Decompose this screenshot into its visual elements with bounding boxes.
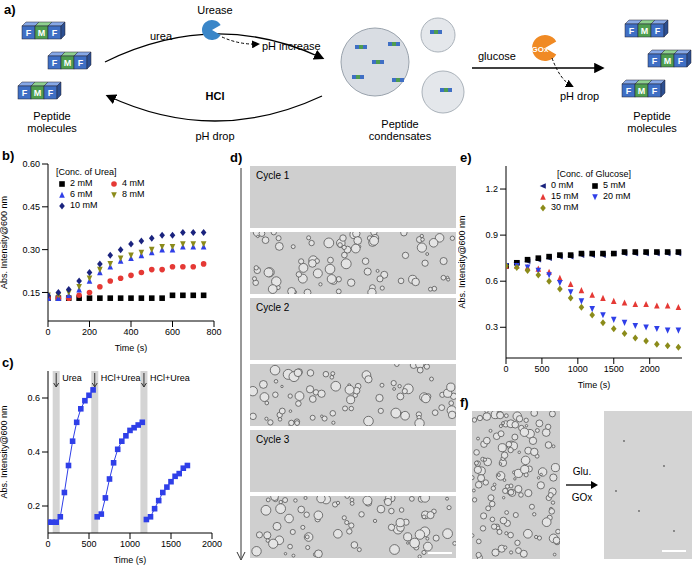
html-text:0 mM: 0 mM: [551, 180, 574, 190]
svg-text:200: 200: [82, 327, 97, 337]
svg-text:Cycle 2: Cycle 2: [256, 302, 290, 313]
svg-text:pH drop: pH drop: [560, 90, 599, 102]
html-text:15 mM: 15 mM: [551, 191, 579, 201]
svg-text:M: M: [664, 56, 672, 66]
svg-text:HCl+Urea: HCl+Urea: [150, 373, 190, 383]
svg-text:0.45: 0.45: [22, 202, 40, 212]
svg-text:HCl: HCl: [206, 90, 225, 102]
svg-text:Time (s): Time (s): [578, 380, 611, 390]
svg-text:M: M: [34, 88, 42, 98]
svg-text:M: M: [641, 26, 649, 36]
svg-text:F: F: [26, 28, 32, 38]
svg-text:F: F: [652, 86, 658, 96]
svg-text:F: F: [626, 86, 632, 96]
svg-text:0.4: 0.4: [27, 447, 40, 457]
svg-text:F: F: [22, 88, 28, 98]
svg-text:F: F: [655, 26, 661, 36]
svg-text:0.6: 0.6: [485, 276, 498, 286]
svg-text:Cycle 1: Cycle 1: [256, 170, 290, 181]
svg-text:F: F: [52, 28, 58, 38]
svg-text:Time (s): Time (s): [115, 343, 148, 353]
svg-text:2000: 2000: [640, 364, 660, 374]
svg-text:Cycle 3: Cycle 3: [256, 434, 290, 445]
svg-text:Peptidecondensates: Peptidecondensates: [369, 118, 432, 142]
svg-text:400: 400: [123, 327, 138, 337]
svg-text:0: 0: [503, 364, 508, 374]
svg-text:a): a): [4, 2, 16, 17]
svg-text:1000: 1000: [568, 364, 588, 374]
html-text:f): f): [460, 395, 469, 410]
svg-text:urea: urea: [150, 30, 173, 42]
html-text:c): c): [2, 355, 14, 370]
svg-text:Urease: Urease: [197, 4, 232, 16]
svg-text:M: M: [638, 86, 646, 96]
svg-text:F: F: [652, 56, 658, 66]
svg-text:1000: 1000: [120, 539, 140, 549]
svg-text:Abs. Intensity@600 nm: Abs. Intensity@600 nm: [0, 196, 9, 289]
svg-text:pH increase: pH increase: [262, 40, 321, 52]
svg-text:Glu.: Glu.: [573, 466, 591, 477]
svg-text:F: F: [678, 56, 684, 66]
svg-text:0.9: 0.9: [485, 230, 498, 240]
svg-text:0.30: 0.30: [22, 245, 40, 255]
svg-text:0.6: 0.6: [27, 393, 40, 403]
svg-text:M: M: [38, 28, 46, 38]
svg-text:800: 800: [206, 327, 221, 337]
svg-text:600: 600: [165, 327, 180, 337]
svg-text:1500: 1500: [161, 539, 181, 549]
html-text:2 mM: 2 mM: [70, 178, 93, 188]
html-text:5 mM: 5 mM: [603, 180, 626, 190]
html-text:20 mM: 20 mM: [603, 191, 631, 201]
svg-text:Abs. Intensity@600 nm: Abs. Intensity@600 nm: [458, 215, 467, 308]
svg-text:Time (s): Time (s): [114, 555, 147, 565]
svg-text:F: F: [629, 26, 635, 36]
svg-text:1500: 1500: [604, 364, 624, 374]
svg-text:Abs. Intensity@600 nm: Abs. Intensity@600 nm: [0, 405, 9, 498]
html-text:e): e): [460, 150, 472, 165]
svg-text:0.15: 0.15: [22, 288, 40, 298]
svg-text:M: M: [64, 58, 72, 68]
svg-text:1.2: 1.2: [485, 184, 498, 194]
html-text:6 mM: 6 mM: [70, 189, 93, 199]
svg-text:GOx: GOx: [532, 45, 549, 54]
svg-text:0.3: 0.3: [485, 322, 498, 332]
svg-text:500: 500: [81, 539, 96, 549]
html-text:b): b): [2, 148, 15, 163]
svg-text:F: F: [78, 58, 84, 68]
svg-text:0: 0: [45, 327, 50, 337]
svg-text:pH drop: pH drop: [195, 130, 234, 142]
html-text:4 mM: 4 mM: [122, 178, 145, 188]
html-text:d): d): [230, 150, 243, 165]
html-text:[Conc. of Urea]: [Conc. of Urea]: [56, 167, 117, 177]
html-text:30 mM: 30 mM: [551, 202, 579, 212]
html-text:10 mM: 10 mM: [70, 200, 98, 210]
svg-text:F: F: [52, 58, 58, 68]
svg-text:GOx: GOx: [572, 492, 593, 503]
svg-text:0.2: 0.2: [27, 501, 40, 511]
html-text:8 mM: 8 mM: [122, 189, 145, 199]
svg-text:2000: 2000: [202, 539, 222, 549]
svg-text:Urea: Urea: [62, 373, 82, 383]
svg-text:0.60: 0.60: [22, 159, 40, 169]
svg-text:glucose: glucose: [478, 50, 516, 62]
svg-text:Peptidemolecules: Peptidemolecules: [27, 110, 77, 134]
html-text:[Conc. of Glucose]: [Conc. of Glucose]: [557, 169, 631, 179]
svg-text:0: 0: [45, 539, 50, 549]
svg-text:Peptidemolecules: Peptidemolecules: [627, 110, 677, 134]
svg-text:F: F: [48, 88, 54, 98]
svg-text:HCl+Urea: HCl+Urea: [101, 373, 141, 383]
svg-text:500: 500: [534, 364, 549, 374]
